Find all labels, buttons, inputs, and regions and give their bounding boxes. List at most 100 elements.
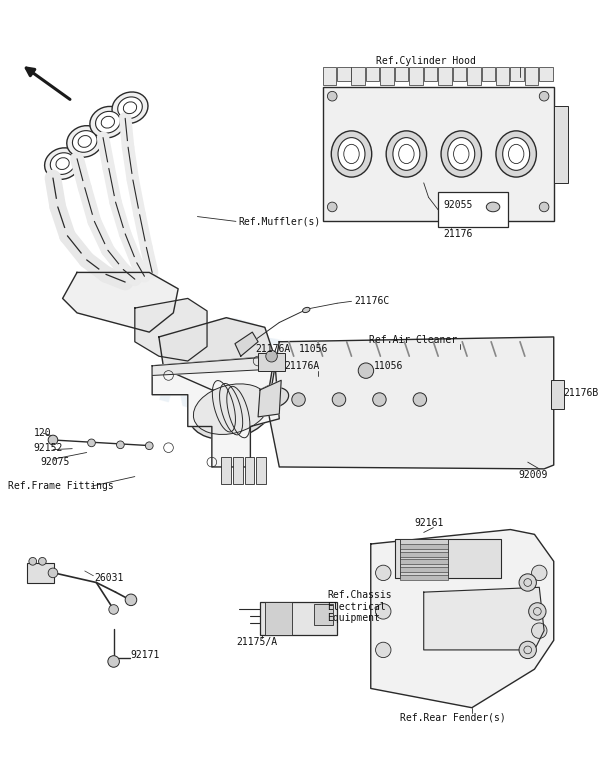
Text: 92009: 92009: [518, 470, 547, 480]
Bar: [400, 567, 448, 572]
Ellipse shape: [67, 126, 103, 157]
Bar: [323, 87, 554, 222]
Ellipse shape: [487, 202, 500, 212]
Bar: [337, 67, 350, 81]
Ellipse shape: [441, 131, 482, 177]
Text: Electrical: Electrical: [328, 601, 386, 611]
Bar: [496, 67, 509, 84]
Ellipse shape: [188, 379, 274, 439]
Bar: [539, 67, 553, 81]
Text: Ref.Air Cleaner: Ref.Air Cleaner: [369, 335, 457, 345]
Text: Equipment: Equipment: [328, 613, 380, 623]
Bar: [452, 67, 466, 81]
Bar: [323, 67, 336, 84]
Circle shape: [38, 557, 46, 565]
Polygon shape: [135, 298, 207, 361]
Bar: [314, 604, 333, 625]
Circle shape: [108, 656, 119, 667]
Circle shape: [145, 442, 153, 449]
Circle shape: [479, 203, 487, 211]
Ellipse shape: [193, 384, 269, 435]
Circle shape: [48, 436, 58, 445]
Ellipse shape: [503, 138, 530, 170]
Circle shape: [358, 363, 374, 378]
Ellipse shape: [496, 131, 536, 177]
Bar: [366, 67, 379, 81]
Bar: [482, 67, 495, 81]
Ellipse shape: [118, 97, 142, 119]
Polygon shape: [235, 332, 258, 356]
Text: 21176A: 21176A: [284, 361, 319, 370]
Text: 21176: 21176: [443, 229, 472, 239]
Ellipse shape: [448, 138, 475, 170]
Text: Ref.Chassis: Ref.Chassis: [328, 590, 392, 600]
Text: 92075: 92075: [40, 457, 70, 467]
Text: Ref.Rear Fender(s): Ref.Rear Fender(s): [400, 712, 505, 722]
Bar: [258, 353, 285, 370]
Circle shape: [328, 202, 337, 212]
Circle shape: [376, 642, 391, 658]
Bar: [511, 67, 524, 81]
Text: Ref.Muffler(s): Ref.Muffler(s): [239, 216, 321, 226]
Polygon shape: [258, 381, 281, 417]
Bar: [551, 381, 565, 409]
Circle shape: [519, 574, 536, 591]
Text: 120: 120: [34, 429, 52, 438]
Bar: [467, 67, 481, 84]
Bar: [554, 106, 568, 183]
Circle shape: [413, 393, 427, 406]
Ellipse shape: [386, 131, 427, 177]
Ellipse shape: [302, 308, 310, 312]
Bar: [525, 67, 538, 84]
Text: 11056: 11056: [299, 344, 328, 354]
Ellipse shape: [331, 131, 372, 177]
Circle shape: [116, 441, 124, 449]
Text: 92161: 92161: [414, 518, 443, 528]
Bar: [409, 67, 423, 84]
Circle shape: [292, 393, 305, 406]
Polygon shape: [268, 337, 554, 469]
Text: 92055: 92055: [443, 200, 472, 210]
Text: 21175/A: 21175/A: [236, 637, 277, 647]
Polygon shape: [152, 356, 284, 375]
Bar: [260, 601, 337, 635]
Circle shape: [266, 350, 277, 362]
Ellipse shape: [338, 138, 365, 170]
Text: 11056: 11056: [374, 361, 403, 370]
Polygon shape: [159, 318, 274, 394]
Circle shape: [376, 565, 391, 580]
Ellipse shape: [50, 153, 75, 174]
Text: 92152: 92152: [34, 443, 63, 453]
Text: Ref.Frame Fittings: Ref.Frame Fittings: [8, 481, 113, 491]
Ellipse shape: [44, 148, 80, 179]
Ellipse shape: [260, 388, 289, 408]
Bar: [400, 575, 448, 580]
Circle shape: [529, 603, 546, 620]
Text: Parts
Republic: Parts Republic: [151, 302, 427, 477]
Circle shape: [332, 393, 346, 406]
Circle shape: [88, 439, 95, 446]
Bar: [256, 457, 266, 484]
Bar: [27, 563, 54, 583]
Text: 92171: 92171: [130, 649, 160, 660]
Text: 26031: 26031: [94, 573, 124, 583]
Bar: [400, 560, 448, 564]
Text: Ref.Cylinder Hood: Ref.Cylinder Hood: [376, 56, 475, 66]
Polygon shape: [62, 273, 178, 332]
Bar: [438, 192, 508, 227]
Circle shape: [532, 623, 547, 639]
Polygon shape: [152, 356, 279, 467]
Polygon shape: [424, 587, 544, 650]
Bar: [400, 539, 448, 577]
Bar: [233, 457, 242, 484]
Circle shape: [376, 604, 391, 619]
Ellipse shape: [112, 92, 148, 123]
Circle shape: [48, 568, 58, 577]
Text: 21176A: 21176A: [255, 344, 290, 354]
Circle shape: [539, 91, 549, 101]
Circle shape: [328, 91, 337, 101]
Bar: [245, 457, 254, 484]
Ellipse shape: [73, 131, 97, 153]
Circle shape: [532, 565, 547, 580]
Bar: [395, 539, 501, 577]
